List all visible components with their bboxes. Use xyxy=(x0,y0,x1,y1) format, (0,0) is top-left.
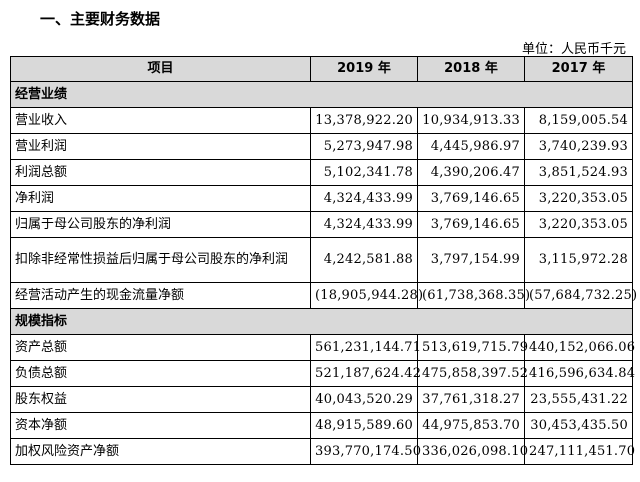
value-2018: 3,769,146.65 xyxy=(417,185,525,212)
column-header-2018: 2018 年 xyxy=(417,56,525,82)
section-title: 规模指标 xyxy=(10,308,633,335)
value-2018: 4,390,206.47 xyxy=(417,159,525,186)
row-label: 资本净额 xyxy=(10,412,311,439)
value-2018: 475,858,397.52 xyxy=(417,360,528,387)
value-2017: (57,684,732.25) xyxy=(524,282,637,309)
financial-data-table: 项目 2019 年 2018 年 2017 年 经营业绩 营业收入 13,378,9… xyxy=(10,56,637,465)
value-2017: 30,453,435.50 xyxy=(524,412,633,439)
section-row: 规模指标 xyxy=(10,308,633,335)
value-2018: 513,619,715.79 xyxy=(417,334,528,361)
value-2019: 5,273,947.98 xyxy=(310,133,418,160)
value-2019: 561,231,144.71 xyxy=(310,334,421,361)
table-header-row: 项目 2019 年 2018 年 2017 年 xyxy=(10,56,633,82)
value-2019: 393,770,174.50 xyxy=(310,438,421,465)
row-label: 净利润 xyxy=(10,185,311,212)
row-label: 利润总额 xyxy=(10,159,311,186)
row-label: 扣除非经常性损益后归属于母公司股东的净利润 xyxy=(10,237,311,283)
value-2017: 3,740,239.93 xyxy=(524,133,633,160)
column-header-item: 项目 xyxy=(10,56,311,82)
value-2019: (18,905,944.28) xyxy=(310,282,423,309)
table-row: 营业利润 5,273,947.98 4,445,986.97 3,740,239.93 xyxy=(10,133,633,160)
value-2017: 3,220,353.05 xyxy=(524,185,633,212)
value-2018: 3,769,146.65 xyxy=(417,211,525,238)
row-label: 负债总额 xyxy=(10,360,311,387)
value-2017: 3,115,972.28 xyxy=(524,237,633,283)
value-2017: 8,159,005.54 xyxy=(524,107,633,134)
value-2019: 48,915,589.60 xyxy=(310,412,418,439)
value-2017: 416,596,634.84 xyxy=(524,360,635,387)
row-label: 归属于母公司股东的净利润 xyxy=(10,211,311,238)
value-2019: 4,242,581.88 xyxy=(310,237,418,283)
table-row: 营业收入 13,378,922.20 10,934,913.33 8,159,005.… xyxy=(10,107,633,134)
value-2018: 336,026,098.10 xyxy=(417,438,528,465)
section-heading: 一、主要财务数据 xyxy=(40,10,161,28)
table-row: 加权风险资产净额 393,770,174.50 336,026,098.10 247,… xyxy=(10,438,635,465)
row-label: 股东权益 xyxy=(10,386,311,413)
table-row: 股东权益 40,043,520.29 37,761,318.27 23,555,431… xyxy=(10,386,633,413)
row-label: 资产总额 xyxy=(10,334,311,361)
value-2018: 10,934,913.33 xyxy=(417,107,525,134)
row-label: 加权风险资产净额 xyxy=(10,438,311,465)
table-row: 归属于母公司股东的净利润 4,324,433.99 3,769,146.65 3,22… xyxy=(10,211,633,238)
value-2019: 13,378,922.20 xyxy=(310,107,418,134)
value-2017: 440,152,066.06 xyxy=(524,334,635,361)
value-2018: 44,975,853.70 xyxy=(417,412,525,439)
value-2019: 521,187,624.42 xyxy=(310,360,421,387)
section-row: 经营业绩 xyxy=(10,81,633,108)
value-2018: 4,445,986.97 xyxy=(417,133,525,160)
unit-note: 单位：人民币千元 xyxy=(521,42,626,57)
table-row: 净利润 4,324,433.99 3,769,146.65 3,220,353.05 xyxy=(10,185,633,212)
value-2017: 23,555,431.22 xyxy=(524,386,633,413)
table-row: 利润总额 5,102,341.78 4,390,206.47 3,851,524.93 xyxy=(10,159,633,186)
value-2018: 37,761,318.27 xyxy=(417,386,525,413)
value-2018: 3,797,154.99 xyxy=(417,237,525,283)
value-2017: 3,220,353.05 xyxy=(524,211,633,238)
row-label: 营业收入 xyxy=(10,107,311,134)
row-label: 经营活动产生的现金流量净额 xyxy=(10,282,311,309)
value-2019: 5,102,341.78 xyxy=(310,159,418,186)
value-2019: 4,324,433.99 xyxy=(310,211,418,238)
value-2018: (61,738,368.35) xyxy=(417,282,530,309)
section-title: 经营业绩 xyxy=(10,81,633,108)
table-row: 负债总额 521,187,624.42 475,858,397.52 416,596,… xyxy=(10,360,635,387)
table-row: 资本净额 48,915,589.60 44,975,853.70 30,453,435… xyxy=(10,412,633,439)
table-row: 经营活动产生的现金流量净额 (18,905,944.28) (61,738,368.… xyxy=(10,282,637,309)
table-row: 资产总额 561,231,144.71 513,619,715.79 440,152,… xyxy=(10,334,635,361)
column-header-2019: 2019 年 xyxy=(310,56,418,82)
table-body: 经营业绩 营业收入 13,378,922.20 10,934,913.33 8,159,… xyxy=(10,81,637,465)
table-row: 扣除非经常性损益后归属于母公司股东的净利润 4,242,581.88 3,797,1… xyxy=(10,237,633,283)
value-2017: 3,851,524.93 xyxy=(524,159,633,186)
row-label: 营业利润 xyxy=(10,133,311,160)
value-2019: 4,324,433.99 xyxy=(310,185,418,212)
column-header-2017: 2017 年 xyxy=(524,56,633,82)
value-2017: 247,111,451.70 xyxy=(524,438,635,465)
value-2019: 40,043,520.29 xyxy=(310,386,418,413)
